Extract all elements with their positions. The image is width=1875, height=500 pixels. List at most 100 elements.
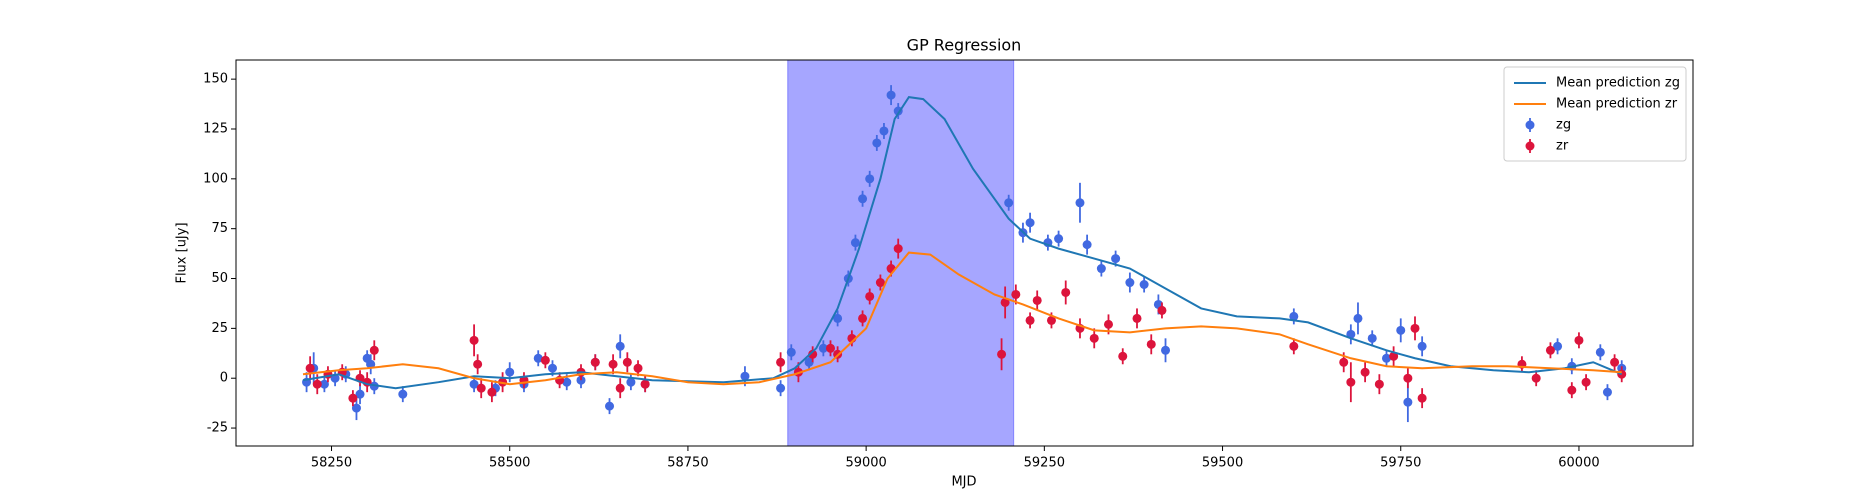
data-point [1032,295,1042,305]
x-tick-label: 58750 [667,456,708,471]
data-point [1089,333,1099,343]
data-point [622,357,632,367]
data-point [1410,323,1420,333]
mean-line [302,251,1622,386]
data-point [1111,254,1121,264]
x-tick-label: 59250 [1024,456,1065,471]
data-point [1396,325,1406,335]
data-point [786,347,796,357]
y-tick-label: 150 [203,72,228,87]
data-point [476,383,486,393]
y-tick-label: 25 [211,321,228,336]
legend-label: zr [1556,139,1569,154]
data-point [305,363,315,373]
data-point [469,335,479,345]
data-point [1025,315,1035,325]
plot-frame [235,59,1694,447]
data-point [615,383,625,393]
data-point [1403,397,1413,407]
data-point [850,238,860,248]
data-point [319,379,329,389]
data-point [1139,280,1149,290]
data-point [533,353,543,363]
x-tick-label: 58500 [489,456,530,471]
data-point [740,371,750,381]
data-point [562,377,572,387]
data-point [1581,377,1591,387]
data-point [1004,198,1014,208]
data-point [997,349,1007,359]
data-point [487,387,497,397]
data-point [879,126,889,136]
data-point [1000,297,1010,307]
data-point [1046,315,1056,325]
data-point [355,389,365,399]
data-point [1367,333,1377,343]
data-point [1403,373,1413,383]
data-point [858,194,868,204]
data-point [369,345,379,355]
data-point [348,393,358,403]
data-point [366,359,376,369]
legend-label: Mean prediction zg [1556,76,1680,91]
shaded-span [787,59,1015,447]
x-tick-label: 59750 [1380,456,1421,471]
data-point [1346,377,1356,387]
data-point [1553,341,1563,351]
data-point [1096,264,1106,274]
data-point [1574,335,1584,345]
plot-area [302,85,1627,423]
y-tick-label: 100 [203,171,228,186]
y-tick-label: -25 [207,421,228,436]
data-point [605,401,615,411]
data-point [776,357,786,367]
data-point [875,278,885,288]
data-point [1417,341,1427,351]
data-point [312,379,322,389]
data-point [1567,385,1577,395]
data-point [1545,345,1555,355]
data-point [804,357,814,367]
data-point [1118,351,1128,361]
y-tick-label: 0 [220,371,228,386]
y-tick-label: 75 [211,221,228,236]
y-tick-label: 50 [211,271,228,286]
x-axis-label: MJD [951,475,976,490]
legend-swatch [1525,141,1535,151]
data-point [1381,353,1391,363]
data-point [886,90,896,100]
data-point [615,341,625,351]
data-point [1289,311,1299,321]
data-point [833,313,843,323]
data-point [547,363,557,373]
data-point [608,359,618,369]
data-point [590,357,600,367]
data-point [865,291,875,301]
data-point [1075,198,1085,208]
data-point [1025,218,1035,228]
data-point [1157,305,1167,315]
data-point [1161,345,1171,355]
data-point [1360,367,1370,377]
chart-title: GP Regression [907,36,1022,55]
data-point [1054,234,1064,244]
y-axis-label: Flux [uJy] [175,222,190,283]
data-point [473,359,483,369]
data-point [818,343,828,353]
y-tick-label: 125 [203,121,228,136]
x-tick-label: 59000 [845,456,886,471]
legend-box [1503,66,1687,162]
data-point [872,138,882,148]
data-point [633,363,643,373]
data-point [1146,339,1156,349]
data-point [469,379,479,389]
data-point [540,355,550,365]
data-point [1389,351,1399,361]
legend-label: zg [1556,118,1571,133]
data-point [1011,289,1021,299]
mean-line [302,96,1623,390]
data-point [351,403,361,413]
data-point [808,349,818,359]
data-point [1061,287,1071,297]
